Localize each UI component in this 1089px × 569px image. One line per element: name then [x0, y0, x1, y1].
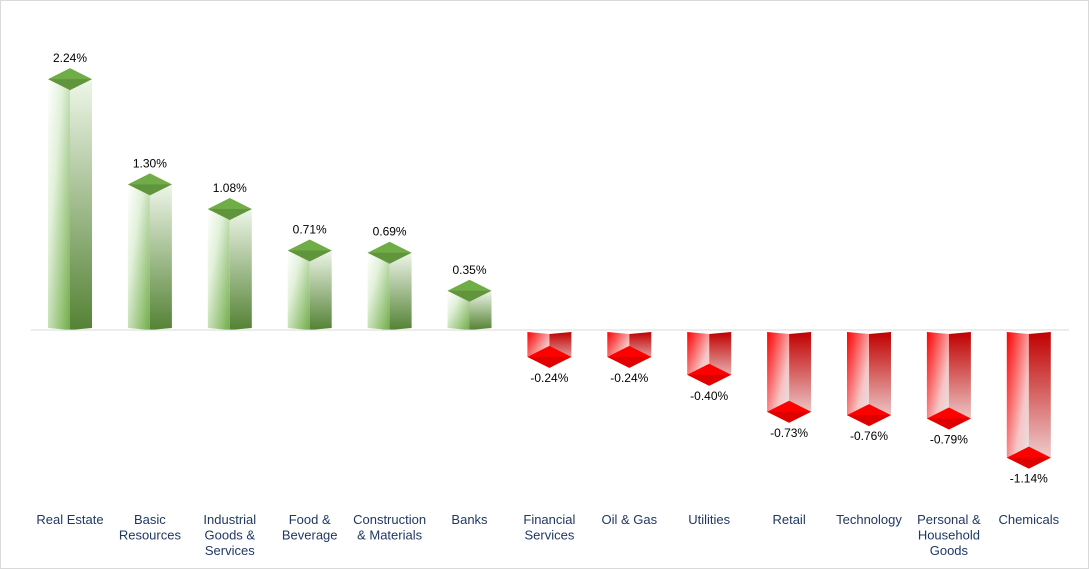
category-label-9: Utilities	[688, 512, 730, 527]
bar-front-face	[127, 184, 150, 330]
category-label-8: Oil & Gas	[601, 512, 657, 527]
bar-top-cap-shade	[367, 252, 412, 264]
bar-top-cap-shade	[127, 184, 172, 196]
bar-1	[48, 68, 92, 331]
bar-side-face	[309, 250, 332, 330]
category-label-4: Food & Beverage	[282, 512, 338, 543]
category-label-line: Household	[918, 528, 980, 543]
category-label-line: Industrial	[203, 512, 256, 527]
bar-9	[687, 332, 732, 386]
bar-12	[926, 332, 971, 430]
category-label-line: Technology	[836, 512, 902, 527]
data-label-8: -0.24%	[610, 371, 648, 385]
bar-side-face	[948, 332, 971, 430]
bar-front-face	[847, 332, 869, 427]
data-label-2: 1.30%	[133, 156, 167, 170]
bar-11	[847, 332, 891, 427]
bar-side-face	[1028, 332, 1051, 469]
category-label-line: Banks	[451, 512, 488, 527]
bar-bottom-cap-shade	[1006, 457, 1051, 469]
bar-4	[287, 239, 332, 330]
data-label-6: 0.35%	[452, 263, 486, 277]
data-label-10: -0.73%	[770, 426, 808, 440]
bar-front-face	[1006, 332, 1029, 469]
bar-3	[207, 198, 252, 330]
bar-top-cap-shade	[287, 250, 332, 262]
category-label-line: Retail	[772, 512, 805, 527]
data-label-11: -0.76%	[850, 429, 888, 443]
bar-10	[767, 332, 812, 423]
bar-top-cap-shade	[48, 79, 92, 91]
category-label-2: Basic Resources	[119, 512, 182, 543]
bar-front-face	[926, 332, 949, 430]
category-label-line: Resources	[119, 528, 182, 543]
bar-bottom-cap-shade	[926, 418, 971, 430]
category-label-5: Construction & Materials	[353, 512, 426, 543]
category-label-line: Utilities	[688, 512, 730, 527]
bar-bottom-cap-shade	[767, 411, 812, 423]
bar-top-cap-shade	[447, 290, 492, 302]
bar-bottom-cap-shade	[527, 356, 572, 368]
category-label-line: & Materials	[357, 528, 423, 543]
category-label-line: Real Estate	[36, 512, 103, 527]
bar-5	[367, 241, 412, 330]
bar-side-face	[789, 332, 812, 423]
data-label-1: 2.24%	[53, 51, 87, 65]
bar-front-face	[207, 209, 230, 330]
bar-bottom-cap-shade	[607, 356, 652, 368]
bar-13	[1006, 332, 1051, 469]
category-label-11: Technology	[836, 512, 902, 527]
data-label-13: -1.14%	[1010, 472, 1048, 486]
bar-side-face	[70, 79, 92, 331]
bar-2	[127, 173, 172, 330]
category-label-13: Chemicals	[998, 512, 1059, 527]
bar-6	[447, 279, 492, 330]
category-label-6: Banks	[451, 512, 488, 527]
data-label-7: -0.24%	[530, 371, 568, 385]
category-label-1: Real Estate	[36, 512, 103, 527]
category-label-line: Chemicals	[998, 512, 1059, 527]
bar-front-face	[367, 252, 390, 330]
bar-top-cap-shade	[207, 209, 252, 221]
category-label-line: Services	[524, 528, 574, 543]
data-label-3: 1.08%	[213, 181, 247, 195]
data-label-12: -0.79%	[930, 432, 968, 446]
bars-layer	[48, 68, 1051, 469]
bar-front-face	[48, 79, 70, 331]
bar-7	[527, 332, 572, 368]
category-label-7: Financial Services	[523, 512, 575, 543]
bar-side-face	[149, 184, 172, 330]
category-label-line: Financial	[523, 512, 575, 527]
category-label-line: Goods	[930, 543, 969, 558]
category-label-line: Beverage	[282, 528, 338, 543]
data-labels-layer: 2.24% 1.30% 1.08% 0.71% 0.69% 0.35% -0.24% -0.2…	[53, 51, 1048, 486]
category-label-10: Retail	[772, 512, 805, 527]
data-label-9: -0.40%	[690, 389, 728, 403]
category-label-line: Basic	[134, 512, 166, 527]
category-label-12: Personal & Household Goods	[917, 512, 981, 558]
category-label-line: Food &	[289, 512, 331, 527]
bar-front-face	[767, 332, 790, 423]
bar-side-face	[389, 252, 412, 330]
category-label-line: Construction	[353, 512, 426, 527]
bar-front-face	[447, 290, 470, 330]
bar-8	[607, 332, 652, 368]
data-label-5: 0.69%	[373, 225, 407, 239]
bar-bottom-cap-shade	[687, 374, 732, 386]
category-label-3: Industrial Goods & Services	[203, 512, 256, 558]
data-label-4: 0.71%	[293, 222, 327, 236]
category-label-line: Oil & Gas	[601, 512, 657, 527]
category-label-line: Services	[205, 543, 255, 558]
category-label-line: Goods &	[205, 528, 256, 543]
bar-side-face	[869, 332, 891, 427]
bar-bottom-cap-shade	[847, 415, 891, 427]
bar-front-face	[287, 250, 310, 330]
category-label-line: Personal &	[917, 512, 981, 527]
bar-side-face	[229, 209, 252, 330]
bar-side-face	[469, 290, 492, 330]
